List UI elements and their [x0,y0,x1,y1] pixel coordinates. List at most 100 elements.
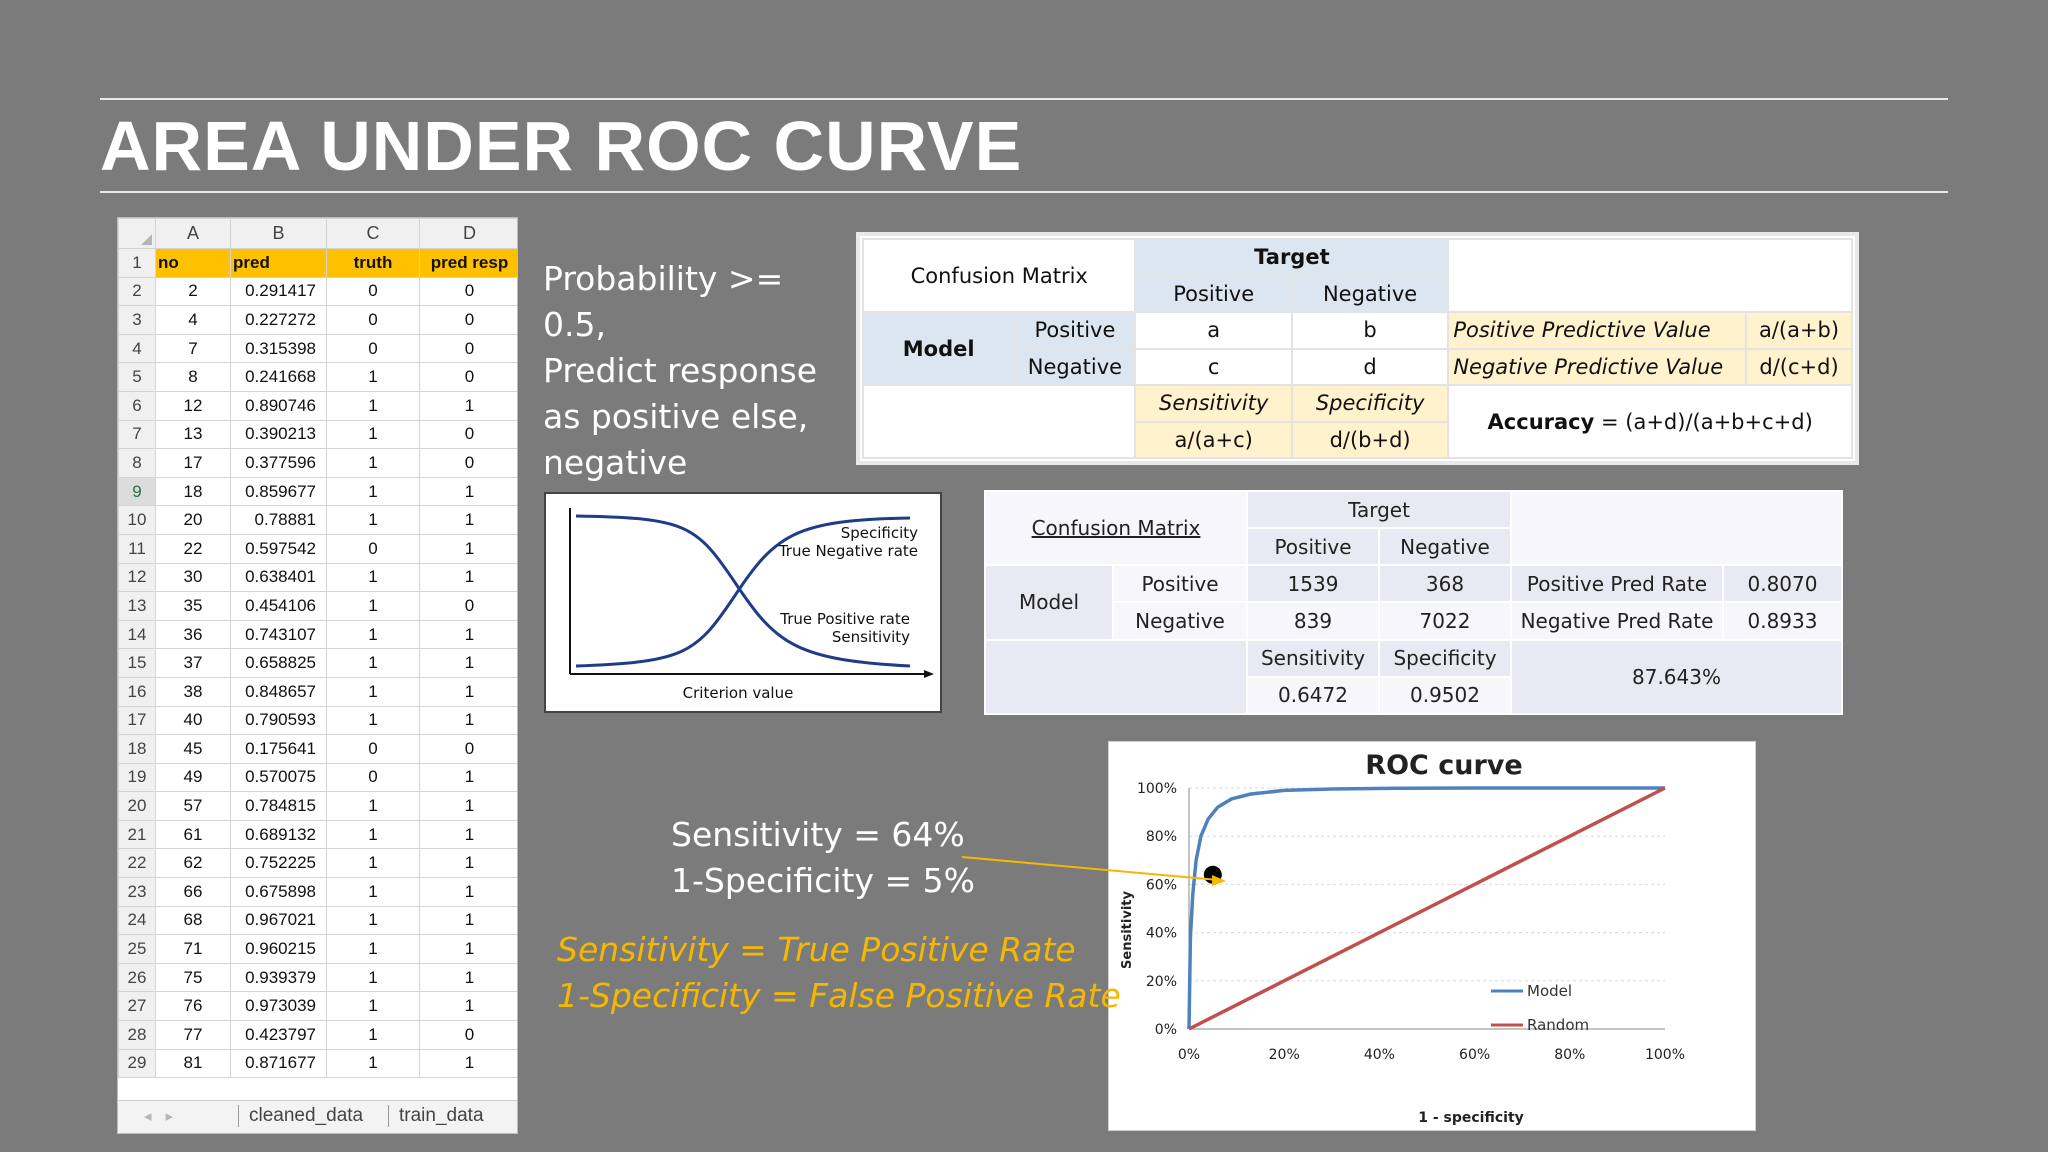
cell[interactable]: 0.423797 [230,1020,327,1050]
cell[interactable]: 8 [155,362,231,392]
cell[interactable]: 1 [419,648,517,678]
row-number[interactable]: 2 [118,276,156,307]
column-header-b[interactable]: B [230,218,327,249]
cell[interactable]: 0.291417 [230,276,327,307]
cell[interactable]: 1 [326,1020,420,1050]
cell[interactable]: 76 [155,991,231,1022]
cell[interactable]: 1 [419,762,517,793]
cell[interactable]: 0.859677 [230,476,327,507]
row-number[interactable]: 9 [118,476,156,507]
cell[interactable]: 30 [155,562,231,593]
cell[interactable]: 0.597542 [230,533,327,564]
row-number[interactable]: 24 [118,905,156,936]
cell[interactable]: 1 [326,676,420,707]
cell[interactable]: 1 [419,705,517,736]
cell[interactable]: 0.784815 [230,791,327,821]
cell[interactable]: 1 [419,619,517,650]
cell[interactable]: 2 [155,276,231,307]
cell[interactable]: 1 [326,705,420,736]
cell[interactable]: 57 [155,791,231,821]
row-number[interactable]: 6 [118,390,156,421]
cell[interactable]: 61 [155,819,231,850]
sheet-tab-train-data[interactable]: train_data [388,1105,494,1127]
row-number[interactable]: 25 [118,934,156,964]
cell[interactable]: 0.743107 [230,619,327,650]
cell[interactable]: 0.377596 [230,448,327,478]
cell[interactable]: 0.315398 [230,333,327,364]
cell[interactable]: 1 [326,934,420,964]
cell[interactable]: no [155,248,231,278]
cell[interactable]: 0.570075 [230,762,327,793]
cell[interactable]: 0.790593 [230,705,327,736]
cell[interactable]: 0.960215 [230,934,327,964]
cell[interactable]: 0.241668 [230,362,327,392]
cell[interactable]: 1 [419,991,517,1022]
row-number[interactable]: 15 [118,648,156,678]
cell[interactable]: 0 [326,333,420,364]
sheet-tab-cleaned-data[interactable]: cleaned_data [238,1105,373,1127]
cell[interactable]: pred [230,248,327,278]
row-number[interactable]: 4 [118,333,156,364]
row-number[interactable]: 13 [118,591,156,621]
cell[interactable]: 1 [419,505,517,535]
cell[interactable]: 1 [419,819,517,850]
cell[interactable]: 1 [326,848,420,879]
cell[interactable]: 0 [419,448,517,478]
cell[interactable]: 40 [155,705,231,736]
cell[interactable]: 1 [326,562,420,593]
select-all-corner[interactable] [118,218,156,249]
cell[interactable]: 68 [155,905,231,936]
cell[interactable]: 1 [326,991,420,1022]
cell[interactable]: 1 [419,533,517,564]
cell[interactable]: 1 [326,962,420,993]
cell[interactable]: 1 [326,1048,420,1079]
cell[interactable]: 1 [326,819,420,850]
row-number[interactable]: 11 [118,533,156,564]
cell[interactable]: 0.973039 [230,991,327,1022]
row-number[interactable]: 29 [118,1048,156,1079]
row-number[interactable]: 28 [118,1020,156,1050]
sheet-nav-arrows-icon[interactable]: ◂▸ [144,1108,188,1125]
cell[interactable]: 66 [155,877,231,907]
row-number[interactable]: 22 [118,848,156,879]
cell[interactable]: 0 [419,276,517,307]
cell[interactable]: 0.752225 [230,848,327,879]
cell[interactable]: 4 [155,305,231,335]
cell[interactable]: 0.227272 [230,305,327,335]
cell[interactable]: 1 [419,962,517,993]
cell[interactable]: pred resp [419,248,517,278]
row-number[interactable]: 21 [118,819,156,850]
row-number[interactable]: 5 [118,362,156,392]
cell[interactable]: 0.78881 [230,505,327,535]
cell[interactable]: 0.939379 [230,962,327,993]
cell[interactable]: 0.638401 [230,562,327,593]
cell[interactable]: 77 [155,1020,231,1050]
row-number[interactable]: 1 [118,248,156,278]
cell[interactable]: 0 [326,734,420,764]
row-number[interactable]: 20 [118,791,156,821]
row-number[interactable]: 23 [118,877,156,907]
cell[interactable]: 45 [155,734,231,764]
row-number[interactable]: 12 [118,562,156,593]
cell[interactable]: truth [326,248,420,278]
cell[interactable]: 1 [419,390,517,421]
cell[interactable]: 0 [419,333,517,364]
cell[interactable]: 0 [326,762,420,793]
row-number[interactable]: 18 [118,734,156,764]
cell[interactable]: 0 [419,734,517,764]
cell[interactable]: 71 [155,934,231,964]
cell[interactable]: 35 [155,591,231,621]
cell[interactable]: 18 [155,476,231,507]
column-header-d[interactable]: D [419,218,517,249]
cell[interactable]: 0 [419,362,517,392]
cell[interactable]: 36 [155,619,231,650]
cell[interactable]: 17 [155,448,231,478]
row-number[interactable]: 14 [118,619,156,650]
cell[interactable]: 0.890746 [230,390,327,421]
cell[interactable]: 0.658825 [230,648,327,678]
row-number[interactable]: 17 [118,705,156,736]
cell[interactable]: 1 [326,448,420,478]
cell[interactable]: 1 [419,877,517,907]
cell[interactable]: 1 [326,791,420,821]
cell[interactable]: 7 [155,333,231,364]
